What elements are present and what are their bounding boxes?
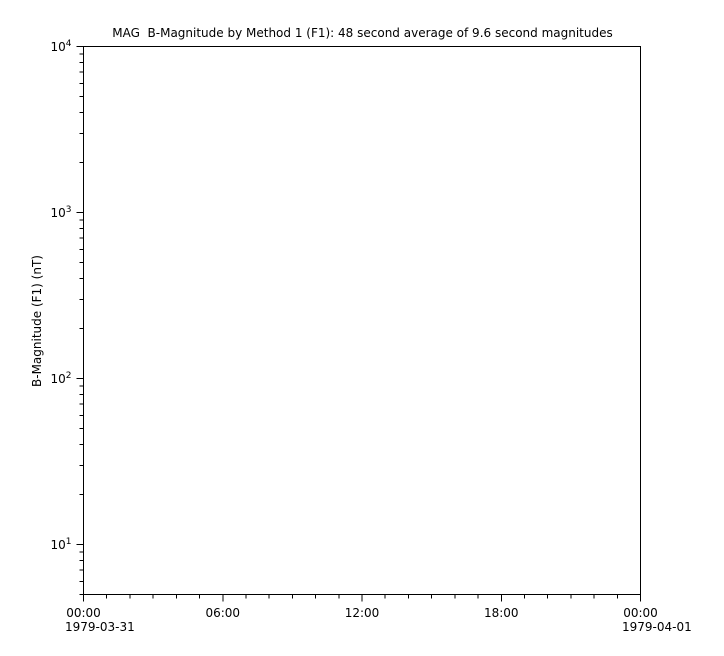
x-tick-date-label: 1979-03-31 (65, 620, 135, 634)
x-tick-label: 12:00 (345, 606, 380, 620)
x-tick-label: 00:00 (623, 606, 658, 620)
x-tick-label: 06:00 (205, 606, 240, 620)
plot-frame (83, 46, 641, 595)
y-tick-label: 102 (50, 371, 71, 386)
x-tick-label: 00:00 (66, 606, 101, 620)
x-tick-label: 18:00 (484, 606, 519, 620)
x-tick-date-label: 1979-04-01 (622, 620, 692, 634)
y-tick-label: 104 (50, 39, 71, 54)
y-tick-label: 101 (50, 537, 71, 552)
plot-title: MAG B-Magnitude by Method 1 (F1): 48 sec… (112, 26, 613, 40)
y-tick-label: 103 (50, 205, 71, 220)
